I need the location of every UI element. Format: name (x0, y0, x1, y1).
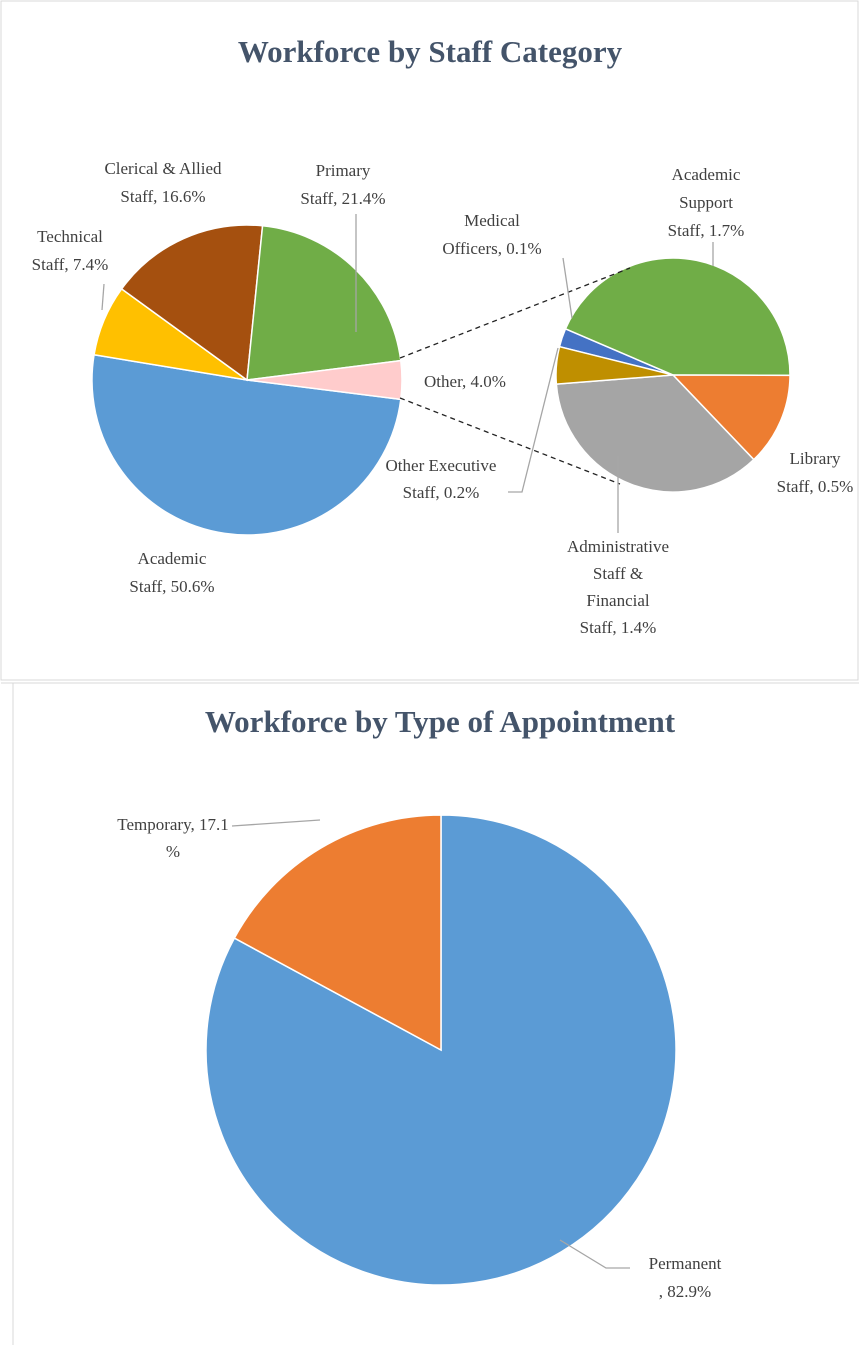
data-label: Staff & (593, 564, 643, 583)
data-label: Medical (464, 211, 520, 230)
data-label: Financial (586, 591, 650, 610)
leader-line (101, 283, 105, 311)
data-label: , 82.9% (659, 1282, 711, 1301)
pie-slice (555, 345, 674, 385)
data-label: Staff, 1.7% (668, 221, 745, 240)
pie-slice (671, 374, 791, 461)
data-label: Staff, 0.2% (403, 483, 480, 502)
connector-line (399, 397, 621, 485)
data-label: Staff, 7.4% (32, 255, 109, 274)
data-label: Academic (138, 549, 207, 568)
connector (399, 267, 631, 485)
pie-slice (555, 374, 755, 493)
data-label: Academic (672, 165, 741, 184)
data-label: Temporary, 17.1 (117, 815, 228, 834)
pie-slice (120, 224, 264, 382)
data-label: Staff, 50.6% (129, 577, 214, 596)
pie-slice (246, 224, 402, 381)
pie-slice (246, 359, 403, 401)
data-label: Staff, 21.4% (300, 189, 385, 208)
leader-line (562, 257, 573, 319)
data-label: Support (679, 193, 733, 212)
leader-line (508, 347, 559, 493)
pie-slice (564, 257, 791, 377)
pie-slice (233, 814, 442, 1052)
data-label: Staff, 16.6% (120, 187, 205, 206)
data-label: Administrative (567, 537, 669, 556)
leader-line (231, 819, 321, 827)
panel-border (0, 0, 859, 681)
data-label: Clerical & Allied (104, 159, 222, 178)
data-label: Staff, 0.5% (777, 477, 854, 496)
chart-title: Workforce by Staff Category (238, 34, 623, 69)
data-label: Other, 4.0% (424, 372, 506, 391)
data-label: Library (790, 449, 841, 468)
data-label: Technical (37, 227, 103, 246)
data-label: % (166, 842, 180, 861)
data-label: Officers, 0.1% (442, 239, 541, 258)
data-label: Permanent (649, 1254, 722, 1273)
leader-line (559, 1239, 630, 1269)
data-label: Other Executive (386, 456, 497, 475)
data-label: Staff, 1.4% (580, 618, 657, 637)
chart-title: Workforce by Type of Appointment (205, 704, 676, 739)
data-label: Primary (316, 161, 371, 180)
leaders (101, 214, 714, 1269)
pie-slice (91, 353, 402, 536)
